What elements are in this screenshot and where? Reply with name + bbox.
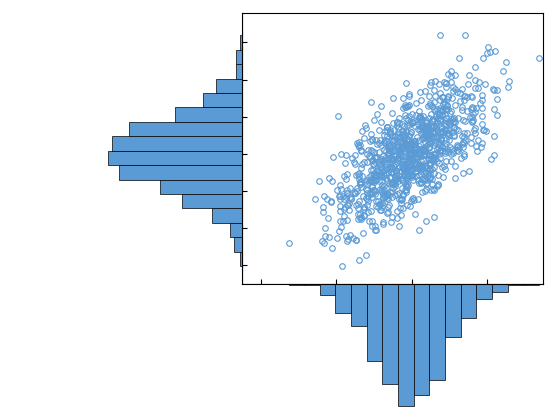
Bar (175, 108, 242, 122)
Bar (367, 284, 382, 361)
Bar (240, 252, 242, 266)
Y-axis label: X2: X2 (199, 138, 213, 158)
Bar (160, 179, 242, 194)
Bar (477, 284, 492, 299)
Bar (240, 35, 242, 50)
Bar (112, 136, 242, 151)
Bar (236, 64, 242, 79)
Bar (445, 284, 461, 337)
Bar (507, 284, 523, 285)
Bar (108, 151, 242, 165)
Bar (230, 223, 242, 237)
X-axis label: X1: X1 (382, 307, 403, 322)
Bar (182, 194, 242, 208)
Bar (492, 284, 507, 291)
Bar (203, 93, 242, 108)
Bar (304, 284, 320, 285)
Bar (288, 284, 304, 285)
Bar (212, 208, 242, 223)
Bar (382, 284, 398, 384)
Bar (523, 284, 539, 285)
Bar (119, 165, 242, 179)
Bar (461, 284, 477, 318)
Bar (216, 79, 242, 93)
Bar (414, 284, 430, 395)
Bar (335, 284, 351, 313)
Bar (398, 284, 414, 406)
Bar (234, 237, 242, 252)
Bar (236, 50, 242, 64)
Bar (320, 284, 335, 295)
Bar (351, 284, 367, 326)
Bar (129, 122, 242, 136)
Bar (430, 284, 445, 380)
